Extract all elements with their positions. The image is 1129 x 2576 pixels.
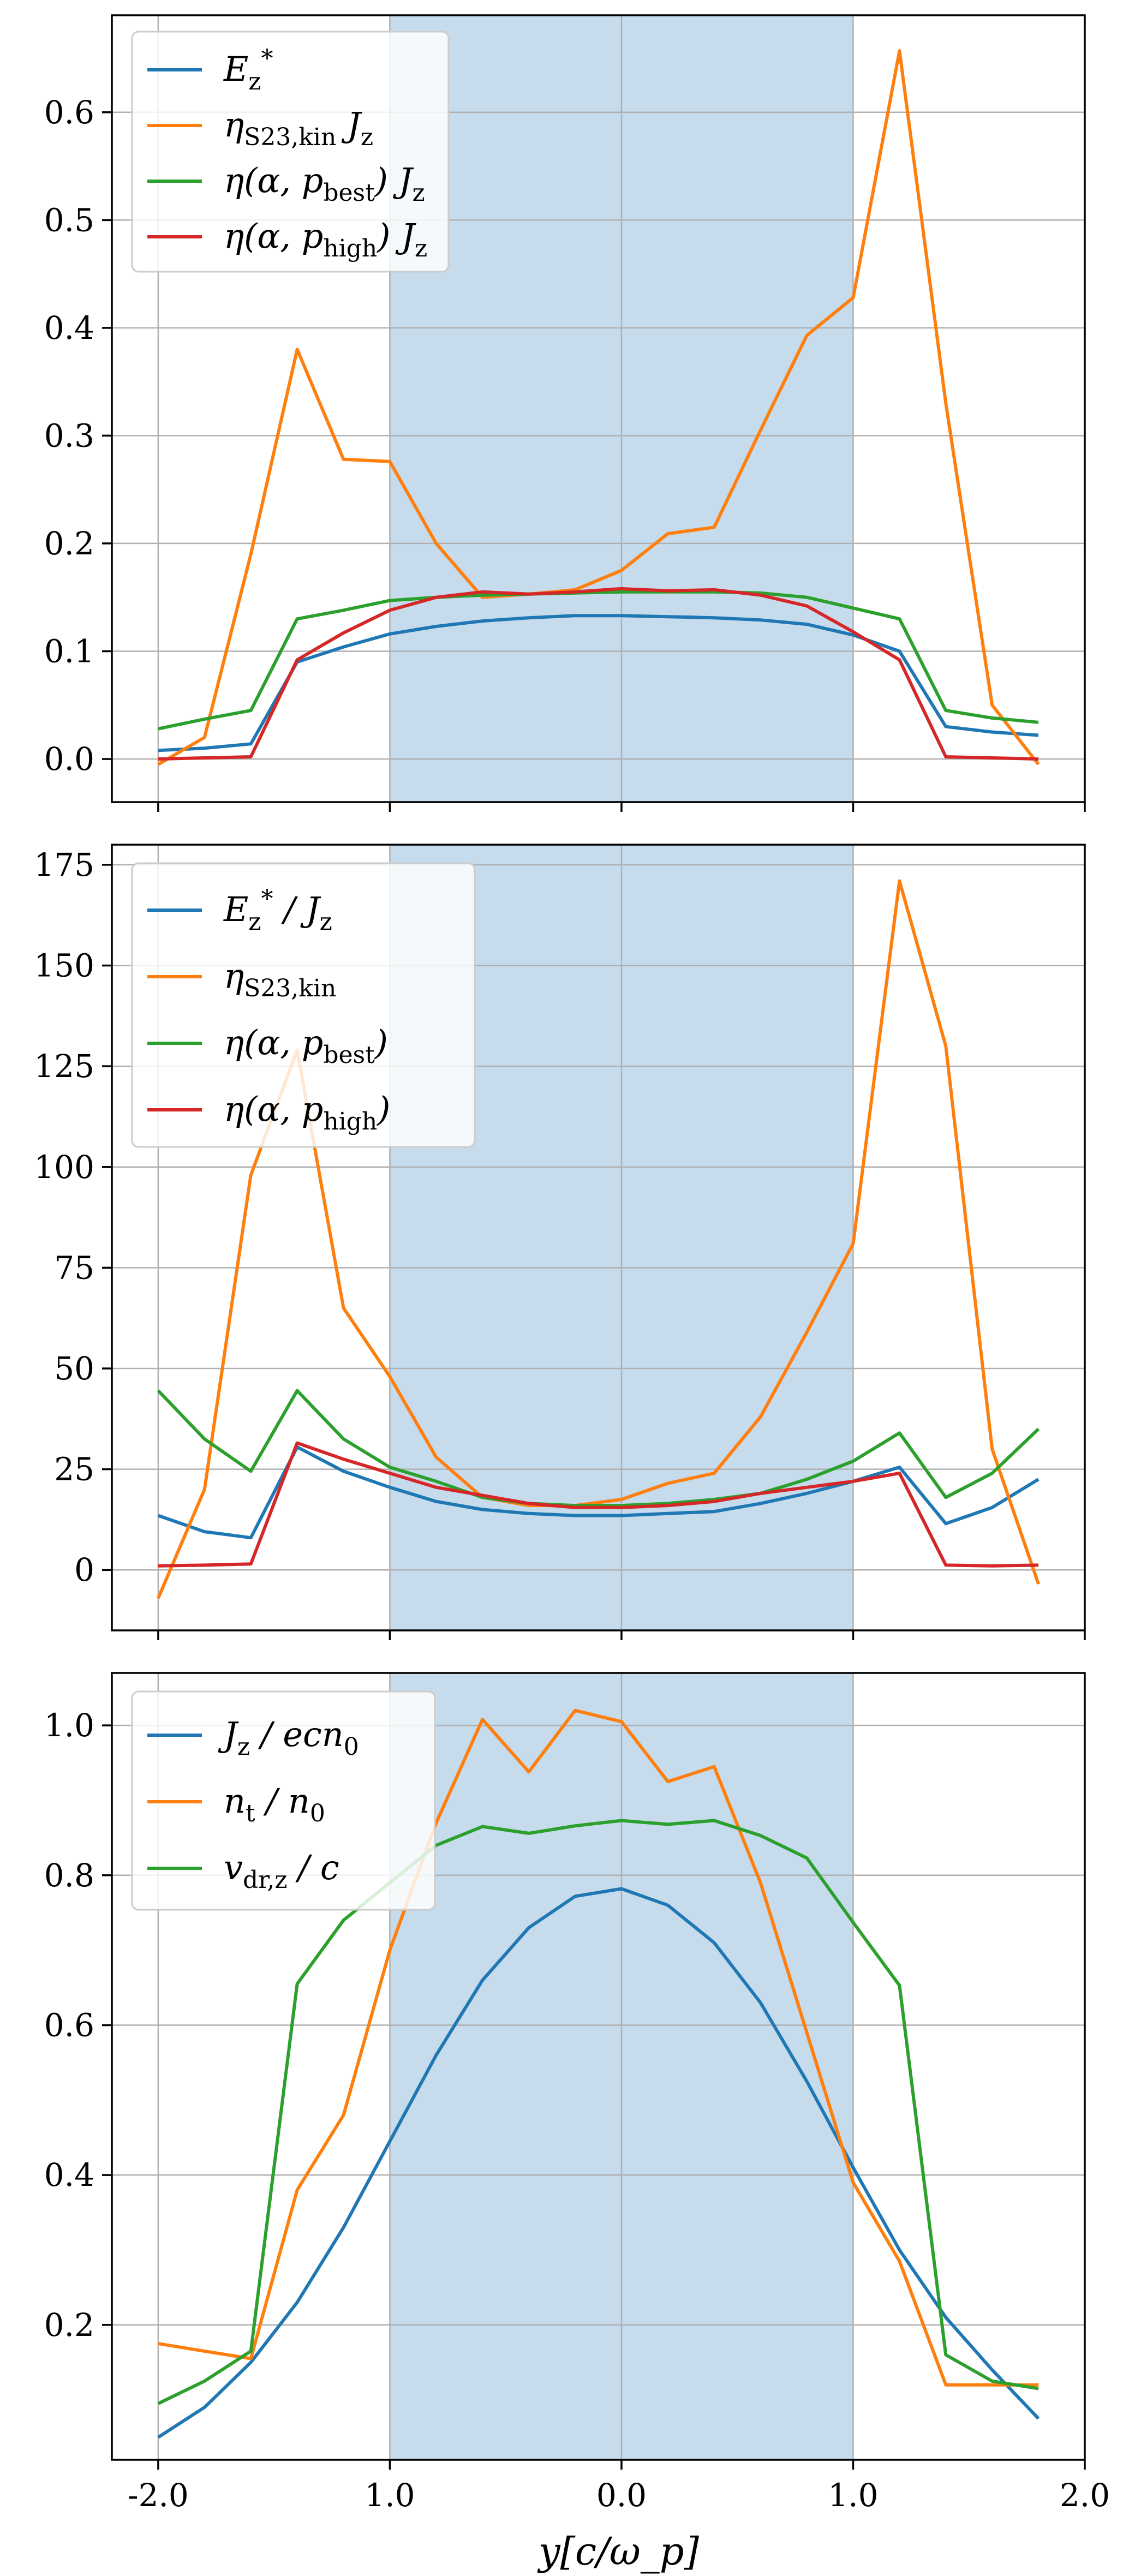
y-tick-label-3: 75 [54,1249,94,1286]
legend-label-1: ηS23,kin Jz​ [224,105,373,151]
y-tick-label-3: 0.8 [44,1857,94,1894]
y-tick-label-6: 0.6 [44,94,94,131]
y-tick-label-6: 150 [34,947,94,984]
panel-top: 0.0 0.1 0.2 0.3 0.4 0.5 0.6 Ez*​ ηS23,kin Jz​ η(α… [44,14,1086,812]
panel-bottom: 0.2 0.4 0.6 0.8 1.0 -2.0 1.0 0.0 1.0 2.0 Jz / ecn0… [44,1672,1110,2514]
series-line-0 [157,1887,1040,2439]
x-tick-label-4: 2.0 [1060,2477,1110,2514]
y-tick-label-4: 1.0 [44,1707,94,1744]
legend-label-1: ηS23,kin​ [224,956,336,1002]
series-line-2 [158,590,1039,731]
legend-box [131,1690,436,1911]
y-tick-label-1: 0.4 [44,2156,94,2194]
legend-box [131,862,476,1148]
y-tick-label-4: 0.4 [44,309,94,346]
y-tick-label-2: 0.2 [44,525,94,562]
y-tick-label-2: 50 [54,1350,94,1387]
legend-label-0: Jz / ecn0​ [218,1714,359,1761]
y-tick-label-7: 175 [34,846,94,883]
legend-label-2: η(α, pbest) Jz​ [224,160,425,207]
series-line-3 [158,1441,1039,1568]
y-tick-label-1: 25 [54,1451,94,1488]
legend-box [131,31,450,273]
legend-label-3: η(α, phigh) [224,1089,390,1135]
x-axis-label: y[c/ω_p] [537,2529,700,2574]
y-tick-label-0: 0.0 [44,740,94,778]
legend-label-0: Ez*​ [223,45,273,95]
series-line-1 [157,49,1040,766]
panel-middle: 0 25 50 75 100 125 150 175 Ez* / Jz​ ηS23,kin​ η(α… [34,844,1086,1640]
x-tick-label-1: 1.0 [365,2477,415,2514]
series-line-0 [158,614,1039,752]
legend-label-3: η(α, phigh) Jz​ [224,216,427,262]
x-tick-label-3: 1.0 [828,2477,878,2514]
series-line-2 [157,1819,1039,2405]
y-tick-label-2: 0.6 [44,2006,94,2043]
series-line-2 [157,1389,1040,1508]
x-tick-label-0: -2.0 [128,2477,189,2514]
legend-label-2: η(α, pbest) [224,1023,388,1069]
legend-label-2: vdr,z / c [224,1848,339,1894]
y-tick-label-5: 0.5 [44,201,94,238]
y-tick-label-0: 0 [74,1551,94,1588]
y-tick-label-4: 100 [34,1149,94,1186]
y-tick-label-1: 0.1 [44,632,94,670]
y-tick-label-0: 0.2 [44,2306,94,2344]
x-tick-label-2: 0.0 [596,2477,647,2514]
y-tick-label-3: 0.3 [44,417,94,454]
series-line-0 [157,1445,1040,1540]
plot-frame [111,844,1086,1631]
series-line-1 [158,1708,1039,2387]
legend-label-0: Ez* / Jz​ [223,885,332,936]
legend-label-1: nt / n0​ [224,1781,325,1827]
series-line-3 [158,587,1039,761]
plot-frame [111,14,1086,803]
y-tick-label-5: 125 [34,1048,94,1085]
plot-frame [111,1672,1086,2461]
